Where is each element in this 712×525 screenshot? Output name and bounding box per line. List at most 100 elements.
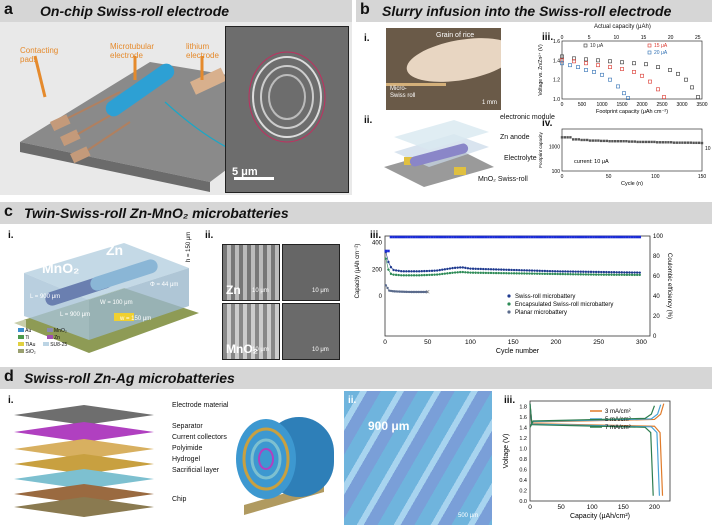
ce-point [430, 235, 434, 239]
layer-label-hydrogel: Hydrogel [172, 456, 201, 463]
ce-point [461, 235, 465, 239]
y-tick-label: 1.8 [519, 404, 527, 410]
data-point [574, 138, 578, 141]
x-tick-label: 200 [649, 504, 660, 511]
legend-label: 15 μA [654, 43, 668, 49]
y-axis-label: Footprint capacity [538, 131, 543, 167]
ce-point [458, 235, 462, 239]
panel-d-letter: d [4, 368, 14, 385]
y-tick-label: 1.4 [553, 58, 560, 64]
y-tick-label: 100 [552, 169, 561, 175]
ce-point [456, 235, 459, 239]
data-point [644, 62, 648, 67]
label-lithium-electrode: lithium electrode [186, 42, 219, 60]
data-point [566, 136, 569, 139]
sem-label-mno2: MnO₂ [226, 342, 258, 356]
data-point [656, 65, 660, 70]
label-zn-anode: Zn anode [500, 134, 530, 141]
label-height: h = 150 μm [186, 231, 192, 262]
y-tick-label: 0.8 [519, 457, 527, 463]
ce-point [482, 235, 485, 239]
x-tick-label: 500 [578, 102, 587, 108]
data-point [563, 136, 566, 139]
label-microtubular-electrode: Microtubular electrode [110, 42, 155, 60]
y2-tick-label: 100 [653, 234, 664, 240]
ce-point [464, 235, 467, 239]
x-tick-label: 50 [424, 339, 432, 346]
ce-point [479, 235, 483, 239]
legend-marker [507, 294, 511, 298]
data-point [611, 140, 614, 143]
ce-point [574, 235, 577, 239]
ce-point [438, 235, 442, 239]
ce-point [525, 235, 529, 239]
panel-c-letter: c [4, 203, 13, 220]
ce-point [543, 235, 547, 239]
ce-point [599, 235, 603, 239]
panel-a-letter: a [4, 1, 13, 18]
label-mno2-swiss-roll: MnO₂ Swiss-roll [478, 176, 528, 183]
legend-label: Planar microbattery [515, 310, 567, 316]
ce-point [410, 235, 413, 239]
data-point [658, 141, 662, 144]
y-axis-label: Voltage vs. Zn/Zn²⁺ (V) [538, 44, 544, 96]
ce-point [494, 235, 498, 239]
sem-mno2-surface [222, 303, 280, 360]
ce-point [435, 235, 439, 239]
data-point [633, 140, 636, 143]
data-point [608, 65, 612, 70]
cycling-chart: 0 50 100 150 1000 100 10 Cycle (n) Footprint cap… [538, 128, 711, 187]
ce-point [638, 235, 642, 239]
series-line [385, 285, 427, 293]
ce-point [576, 235, 580, 239]
ce-point [635, 235, 639, 239]
data-point [676, 71, 680, 76]
annotation: current: 10 μA [574, 159, 609, 165]
sem-scale-3: 10 μm [252, 347, 269, 353]
panel-a: a On-chip Swiss-roll electrode Contactin… [0, 0, 352, 195]
legend-label: 20 μA [654, 50, 668, 56]
data-point [667, 141, 670, 144]
cycling-stability-chart: 0 50 100 150 200 250 300 0 200 400 0 20 40 60 80 100 Cyc… [355, 234, 672, 355]
ce-point [412, 235, 416, 239]
label-electronic-module: electronic module [500, 114, 555, 121]
discharge-curve [529, 403, 661, 496]
legend-marker [507, 302, 511, 306]
data-point [620, 60, 624, 65]
panel-d-title: Swiss-roll Zn-Ag microbatteries [24, 370, 235, 386]
label-contacting-pads: Contacting pads [20, 46, 59, 64]
y-tick-label: 1000 [549, 144, 560, 150]
legend-label: Encapsulated Swiss-roll microbattery [515, 302, 613, 308]
label-mno2-roll: MnO₂ [42, 260, 80, 276]
data-point [647, 140, 650, 144]
ce-point [597, 235, 601, 239]
data-point [588, 139, 592, 142]
ce-point [612, 235, 616, 239]
sem-scale-2: 10 μm [312, 288, 329, 294]
data-point [602, 139, 606, 143]
sub-label-c-ii: ii. [205, 230, 214, 241]
x-tick-label: 100 [587, 504, 598, 511]
y-axis-label: Voltage (V) [503, 434, 510, 469]
legend-label: 3 mA/cm² [605, 409, 631, 415]
x-tick-label: 2500 [656, 102, 667, 108]
label-micro: Micro- [390, 86, 407, 92]
ce-point [535, 235, 539, 239]
ce-point [623, 235, 626, 239]
ce-point [507, 235, 511, 239]
data-point [560, 136, 564, 139]
ce-point [592, 235, 595, 239]
data-point [584, 61, 588, 66]
data-point [576, 65, 580, 70]
data-point [591, 139, 594, 142]
ce-point [469, 235, 472, 239]
y-tick-label: 0.0 [519, 499, 527, 505]
data-point [608, 77, 612, 82]
sem-zn-roll [282, 244, 340, 301]
x-tick-label: 150 [508, 339, 519, 346]
sem-scale-label: 5 μm [232, 166, 258, 178]
ce-point [489, 235, 493, 239]
layer-label-separator: Separator [172, 423, 203, 430]
plot-frame [561, 40, 703, 100]
label-500um-scale: 500 μm [458, 513, 479, 519]
